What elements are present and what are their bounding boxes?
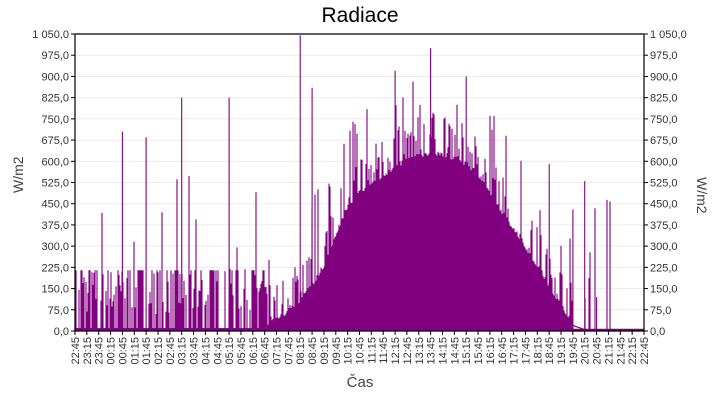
svg-text:17:45: 17:45 bbox=[521, 337, 533, 365]
svg-text:750,0: 750,0 bbox=[650, 114, 678, 126]
svg-text:12:15: 12:15 bbox=[390, 337, 402, 365]
svg-text:825,0: 825,0 bbox=[41, 93, 69, 105]
svg-text:225,0: 225,0 bbox=[650, 262, 678, 274]
svg-text:675,0: 675,0 bbox=[650, 135, 678, 147]
y-axis-left: 0,0 75,0 150,0 225,0 300,0 375,0 450,0 525,0 600… bbox=[32, 29, 75, 338]
svg-text:20:15: 20:15 bbox=[580, 337, 592, 365]
svg-text:03:45: 03:45 bbox=[189, 337, 201, 365]
svg-text:75,0: 75,0 bbox=[650, 305, 671, 317]
svg-text:16:45: 16:45 bbox=[497, 337, 509, 365]
svg-text:225,0: 225,0 bbox=[41, 262, 69, 274]
svg-text:975,0: 975,0 bbox=[650, 50, 678, 62]
svg-text:09:45: 09:45 bbox=[331, 337, 343, 365]
y-axis-right: 0,0 75,0 150,0 225,0 300,0 375,0 450,0 525,0 600… bbox=[644, 29, 687, 338]
svg-text:13:45: 13:45 bbox=[426, 337, 438, 365]
svg-text:00:15: 00:15 bbox=[106, 337, 118, 365]
svg-text:15:45: 15:45 bbox=[473, 337, 485, 365]
svg-text:02:45: 02:45 bbox=[165, 337, 177, 365]
svg-text:0,0: 0,0 bbox=[650, 326, 665, 338]
svg-text:1 050,0: 1 050,0 bbox=[32, 29, 69, 41]
svg-text:17:15: 17:15 bbox=[509, 337, 521, 365]
svg-text:00:45: 00:45 bbox=[117, 337, 129, 365]
x-axis-label: Čas bbox=[346, 374, 374, 391]
svg-text:300,0: 300,0 bbox=[650, 241, 678, 253]
svg-text:06:45: 06:45 bbox=[260, 337, 272, 365]
svg-text:825,0: 825,0 bbox=[650, 93, 678, 105]
svg-text:15:15: 15:15 bbox=[461, 337, 473, 365]
x-axis: 22:45 23:15 23:45 00:15 00:45 01:15 01:45 02:15… bbox=[70, 331, 651, 365]
svg-text:07:45: 07:45 bbox=[283, 337, 295, 365]
svg-text:03:15: 03:15 bbox=[177, 337, 189, 365]
svg-text:21:45: 21:45 bbox=[615, 337, 627, 365]
svg-text:750,0: 750,0 bbox=[41, 114, 69, 126]
svg-text:12:45: 12:45 bbox=[402, 337, 414, 365]
svg-text:11:15: 11:15 bbox=[366, 337, 378, 364]
svg-text:22:45: 22:45 bbox=[70, 337, 82, 365]
svg-text:06:15: 06:15 bbox=[248, 337, 260, 365]
svg-text:05:45: 05:45 bbox=[236, 337, 248, 365]
svg-text:300,0: 300,0 bbox=[41, 241, 69, 253]
svg-text:01:15: 01:15 bbox=[129, 337, 141, 365]
svg-text:20:45: 20:45 bbox=[592, 337, 604, 365]
svg-text:975,0: 975,0 bbox=[41, 50, 69, 62]
svg-text:150,0: 150,0 bbox=[41, 284, 69, 296]
svg-text:23:15: 23:15 bbox=[82, 337, 94, 365]
svg-text:1 050,0: 1 050,0 bbox=[650, 29, 687, 41]
svg-text:900,0: 900,0 bbox=[650, 71, 678, 83]
svg-text:14:45: 14:45 bbox=[449, 337, 461, 365]
svg-text:23:45: 23:45 bbox=[94, 337, 106, 365]
data-bars bbox=[74, 35, 645, 331]
svg-text:525,0: 525,0 bbox=[41, 178, 69, 190]
svg-text:11:45: 11:45 bbox=[378, 337, 390, 364]
svg-text:450,0: 450,0 bbox=[650, 199, 678, 211]
svg-text:900,0: 900,0 bbox=[41, 71, 69, 83]
svg-text:10:45: 10:45 bbox=[355, 337, 367, 365]
svg-text:18:15: 18:15 bbox=[532, 337, 544, 365]
chart-title: Radiace bbox=[321, 4, 399, 27]
svg-text:22:15: 22:15 bbox=[627, 337, 639, 365]
svg-text:18:45: 18:45 bbox=[544, 337, 556, 365]
svg-text:22:45: 22:45 bbox=[639, 337, 651, 365]
svg-text:04:45: 04:45 bbox=[212, 337, 224, 365]
svg-text:675,0: 675,0 bbox=[41, 135, 69, 147]
svg-text:13:15: 13:15 bbox=[414, 337, 426, 365]
svg-text:150,0: 150,0 bbox=[650, 284, 678, 296]
svg-text:600,0: 600,0 bbox=[650, 156, 678, 168]
svg-text:08:45: 08:45 bbox=[307, 337, 319, 365]
svg-text:08:15: 08:15 bbox=[295, 337, 307, 365]
svg-text:450,0: 450,0 bbox=[41, 199, 69, 211]
svg-text:10:15: 10:15 bbox=[343, 337, 355, 365]
svg-text:04:15: 04:15 bbox=[200, 337, 212, 365]
svg-text:19:45: 19:45 bbox=[568, 337, 580, 365]
svg-text:02:15: 02:15 bbox=[153, 337, 165, 365]
svg-text:375,0: 375,0 bbox=[41, 220, 69, 232]
svg-text:600,0: 600,0 bbox=[41, 156, 69, 168]
svg-text:07:15: 07:15 bbox=[272, 337, 284, 365]
svg-text:16:15: 16:15 bbox=[485, 337, 497, 365]
svg-text:75,0: 75,0 bbox=[48, 305, 69, 317]
svg-text:375,0: 375,0 bbox=[650, 220, 678, 232]
svg-text:01:45: 01:45 bbox=[141, 337, 153, 365]
svg-text:09:15: 09:15 bbox=[319, 337, 331, 365]
svg-text:14:15: 14:15 bbox=[438, 337, 450, 365]
svg-text:525,0: 525,0 bbox=[650, 178, 678, 190]
svg-text:19:15: 19:15 bbox=[556, 337, 568, 365]
svg-text:21:15: 21:15 bbox=[603, 337, 615, 365]
svg-text:0,0: 0,0 bbox=[54, 326, 69, 338]
svg-text:05:15: 05:15 bbox=[224, 337, 236, 365]
